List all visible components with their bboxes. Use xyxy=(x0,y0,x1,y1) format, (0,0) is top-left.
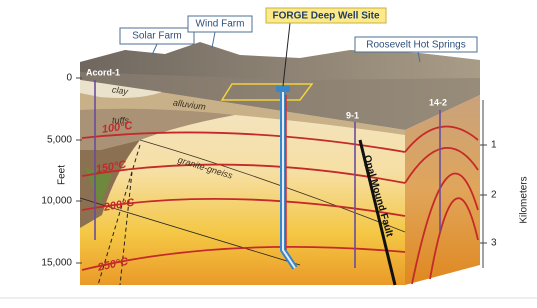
block-diagram: Solar Farm Wind Farm FORGE Deep Well Sit… xyxy=(0,0,537,308)
tick-label: 15,000 xyxy=(41,258,72,269)
tick-label: 2 xyxy=(491,190,497,201)
body: Solar Farm Wind Farm FORGE Deep Well Sit… xyxy=(0,0,537,308)
tick-label: 10,000 xyxy=(41,196,72,207)
well-label: 9-1 xyxy=(346,110,359,120)
tick-label: 1 xyxy=(491,140,497,151)
callout-line xyxy=(212,32,215,48)
well-label: 14-2 xyxy=(429,97,447,107)
well-label: Acord-1 xyxy=(86,67,120,77)
callout-solar: Solar Farm xyxy=(132,31,181,42)
callout-wind: Wind Farm xyxy=(196,19,245,30)
axis-title: Feet xyxy=(57,165,68,185)
page: FORGE Deep Well Site {"callouts": {"sola… xyxy=(0,0,537,308)
callout-springs: Roosevelt Hot Springs xyxy=(366,40,466,51)
tick-label: 0 xyxy=(66,73,72,84)
forge-rig xyxy=(276,86,290,92)
axis-title: Kilometers xyxy=(519,176,530,223)
tick-label: 5,000 xyxy=(47,135,72,146)
tick-label: 3 xyxy=(491,238,497,249)
callout-forge: FORGE Deep Well Site xyxy=(272,11,379,22)
